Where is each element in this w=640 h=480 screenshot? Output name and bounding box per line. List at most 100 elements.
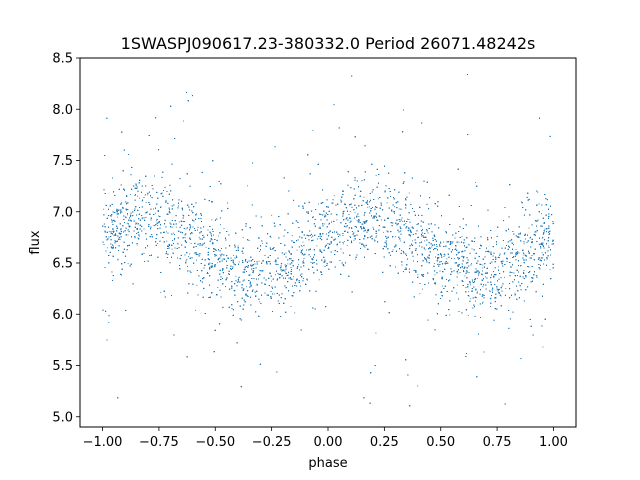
data-point [117, 216, 119, 218]
data-point [481, 267, 483, 269]
data-point [470, 298, 472, 300]
data-point [217, 235, 219, 237]
data-point [422, 288, 423, 290]
data-point [147, 194, 149, 196]
data-point [174, 239, 175, 241]
data-point [412, 240, 414, 242]
data-point [134, 195, 136, 196]
data-point [461, 236, 463, 238]
data-point [476, 277, 478, 279]
data-point [551, 243, 553, 245]
data-point [504, 276, 505, 278]
data-point [223, 228, 225, 229]
data-point [395, 236, 397, 238]
data-point [367, 206, 369, 208]
data-point [280, 265, 282, 266]
data-point [514, 292, 516, 294]
data-point [318, 203, 319, 205]
data-point [441, 285, 443, 287]
data-point [471, 248, 473, 250]
data-point [373, 239, 375, 241]
data-point [294, 312, 296, 314]
data-point [310, 256, 311, 258]
data-point [296, 249, 298, 251]
data-point [121, 211, 123, 213]
data-point [446, 258, 448, 260]
data-point [417, 385, 419, 387]
data-point [183, 120, 184, 122]
data-point [145, 201, 147, 203]
data-point [458, 258, 460, 260]
data-point [349, 211, 351, 212]
data-point [246, 286, 248, 288]
data-point [271, 214, 273, 216]
data-point [406, 218, 408, 220]
data-point [103, 208, 105, 210]
data-point [233, 255, 235, 256]
data-point [258, 251, 260, 253]
data-point [383, 231, 385, 233]
data-point [329, 230, 331, 232]
data-point [156, 220, 158, 222]
data-point [275, 274, 277, 276]
data-point [485, 276, 486, 278]
data-point [353, 239, 355, 241]
data-point [157, 224, 159, 226]
data-point [342, 243, 344, 245]
data-point [305, 283, 307, 285]
data-point [398, 208, 400, 210]
data-point [301, 246, 303, 247]
data-point [424, 249, 426, 251]
data-point [489, 289, 491, 291]
data-point [211, 219, 213, 221]
data-point [141, 200, 143, 202]
data-point [449, 314, 451, 316]
data-point [485, 251, 487, 253]
data-point [392, 249, 394, 251]
data-point [515, 249, 517, 250]
data-point [541, 213, 542, 215]
data-point [205, 246, 207, 248]
data-point [130, 194, 131, 195]
data-point [111, 218, 112, 220]
data-point [417, 274, 419, 276]
data-point [528, 227, 530, 229]
data-point [443, 241, 444, 243]
data-point [312, 129, 314, 131]
data-point [238, 261, 240, 263]
data-point [482, 274, 484, 276]
data-point [262, 242, 264, 244]
data-point [171, 248, 173, 250]
data-point [139, 197, 140, 199]
data-point [153, 208, 154, 210]
data-point [528, 251, 530, 253]
data-point [258, 260, 260, 262]
data-point [470, 284, 472, 286]
data-point [482, 301, 484, 303]
data-point [190, 243, 192, 245]
data-point [542, 346, 544, 348]
data-point [402, 220, 404, 222]
data-point [287, 263, 289, 265]
data-point [549, 269, 551, 271]
data-point [182, 214, 184, 216]
data-point [549, 233, 550, 234]
data-point [377, 198, 379, 200]
data-point [405, 223, 407, 224]
data-point [381, 219, 382, 221]
data-point [298, 264, 299, 266]
data-point [290, 306, 292, 307]
data-point [548, 245, 550, 247]
data-point [237, 245, 239, 247]
data-point [185, 228, 187, 230]
data-point [482, 286, 484, 288]
data-point [490, 297, 492, 299]
data-point [112, 244, 113, 246]
data-point [482, 264, 484, 266]
data-point [343, 241, 345, 243]
data-point [292, 276, 294, 278]
data-point [281, 270, 283, 272]
data-point [324, 223, 326, 225]
data-point [175, 226, 177, 228]
